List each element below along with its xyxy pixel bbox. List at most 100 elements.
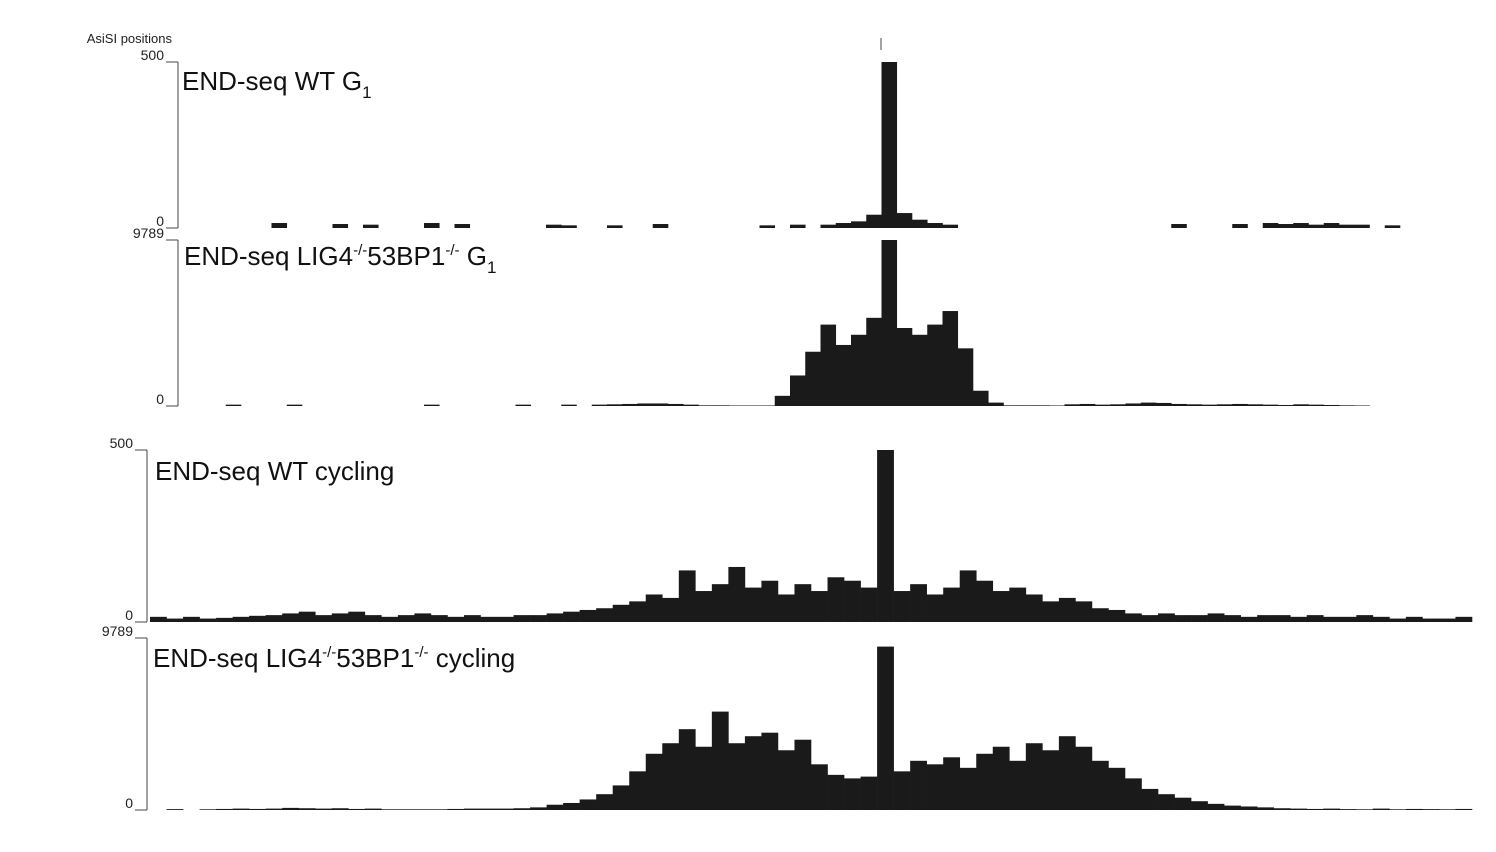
signal-bar (851, 221, 867, 228)
y-tick-label: 0 (156, 391, 164, 407)
signal-bar (1025, 594, 1043, 622)
signal-bar (759, 405, 776, 406)
signal-bar (662, 743, 680, 810)
signal-bar (711, 584, 729, 622)
signal-bar (976, 753, 994, 810)
signal-bar (866, 317, 882, 406)
signal-bar (530, 615, 547, 622)
signal-bar (942, 224, 959, 228)
annotation: AsiSI positions (87, 31, 173, 46)
signal-bar (851, 334, 867, 406)
signal-bar (150, 616, 167, 622)
signal-bar (744, 587, 762, 622)
y-tick-label: 9789 (133, 225, 164, 241)
signal-bar (1156, 402, 1172, 406)
signal-bar (1323, 808, 1341, 810)
signal-bar (860, 587, 878, 622)
signal-bar (216, 617, 233, 622)
signal-bar (397, 809, 415, 810)
signal-bar (612, 604, 630, 622)
signal-bar (596, 608, 613, 622)
signal-bar (835, 344, 852, 406)
signal-bar (561, 404, 577, 406)
signal-bar (1278, 404, 1294, 406)
signal-bar (1124, 778, 1142, 810)
signal-bar (1140, 402, 1157, 406)
signal-bar (199, 618, 217, 622)
signal-bar (695, 746, 713, 810)
signal-bar (1389, 618, 1407, 622)
signal-bar (1058, 597, 1076, 622)
signal-bar (515, 404, 532, 406)
signal-bar (166, 618, 184, 622)
signal-bar (811, 591, 828, 622)
signal-bar (1240, 806, 1258, 810)
signal-bar (1339, 616, 1357, 622)
signal-bar (1372, 808, 1390, 810)
signal-bar (1438, 809, 1456, 810)
signal-bar (1422, 809, 1440, 810)
signal-bar (860, 776, 878, 810)
signal-bar (728, 566, 746, 622)
signal-bar (1009, 760, 1027, 810)
signal-bar (1224, 615, 1241, 622)
signal-bar (1293, 404, 1309, 406)
signal-bar (225, 404, 242, 406)
signal-bar (497, 616, 514, 622)
signal-bar (790, 375, 806, 406)
y-tick-label: 500 (110, 435, 134, 451)
signal-bar (315, 808, 333, 810)
signal-bar (397, 615, 415, 622)
signal-bar (844, 778, 861, 810)
y-tick-label: 0 (125, 607, 133, 623)
signal-bar (1372, 616, 1390, 622)
signal-bar (1042, 750, 1060, 810)
signal-bar (1025, 743, 1043, 810)
signal-bar (265, 615, 283, 622)
signal-bar (286, 404, 303, 406)
signal-bar (645, 753, 663, 810)
signal-bar (1217, 404, 1233, 406)
signal-bar (1003, 405, 1020, 406)
signal-bar (591, 404, 608, 406)
signal-bar (563, 611, 580, 622)
signal-bar (942, 311, 959, 406)
signal-bar (579, 609, 597, 622)
signal-bar (1290, 808, 1308, 810)
signal-bar (1174, 797, 1192, 810)
signal-bar (271, 223, 288, 228)
signal-bar (1290, 616, 1308, 622)
signal-bar (959, 767, 977, 810)
signal-bar (1141, 788, 1159, 810)
signal-bar (1308, 404, 1325, 406)
signal-bar (199, 809, 217, 810)
signal-bar (607, 225, 623, 228)
signal-bar (926, 594, 944, 622)
signal-bar (1323, 223, 1340, 228)
signal-bar (910, 760, 927, 810)
signal-bar (881, 240, 898, 406)
signal-bar (546, 224, 562, 228)
signal-bar (820, 224, 837, 228)
signal-bar (1125, 403, 1142, 406)
signal-bar (463, 615, 481, 622)
signal-bar (711, 711, 729, 810)
signal-bar (331, 613, 349, 622)
signal-bar (1262, 223, 1279, 228)
signal-bar (927, 324, 943, 406)
signal-bar (1224, 805, 1241, 810)
signal-bar (1108, 609, 1126, 622)
signal-bar (943, 587, 961, 622)
signal-bar (348, 808, 366, 810)
signal-bar (1455, 616, 1473, 622)
signal-bar (1308, 224, 1325, 228)
signal-bar (1278, 224, 1294, 228)
signal-bar (896, 327, 913, 406)
signal-bar (668, 403, 684, 406)
signal-bar (1232, 403, 1248, 406)
signal-bar (1075, 746, 1093, 810)
signal-bar (912, 334, 928, 406)
signal-bar (183, 616, 200, 622)
signal-bar (497, 808, 514, 810)
signal-bar (1171, 403, 1187, 406)
